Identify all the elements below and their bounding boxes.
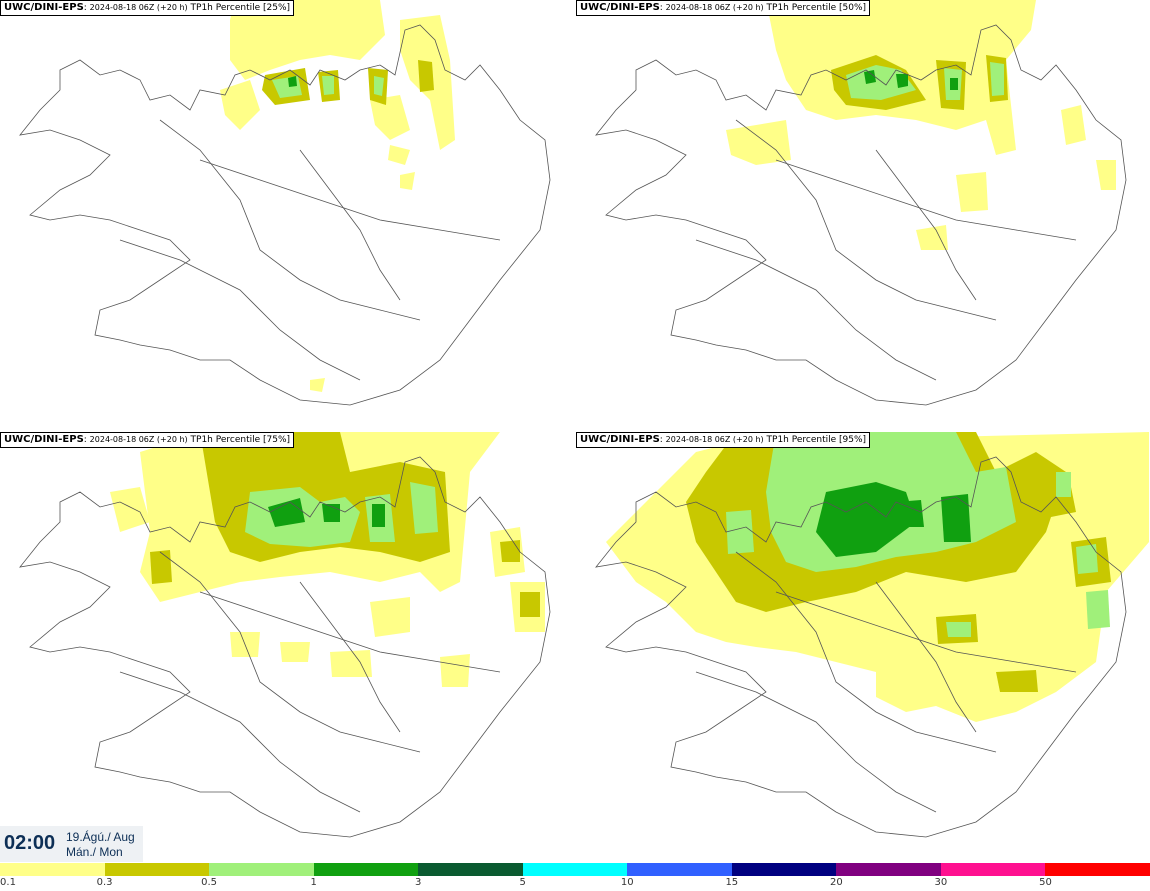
map-panel-50: UWC/DINI-EPS: 2024-08-18 06Z (+20 h) TP1… bbox=[576, 0, 1149, 430]
colorbar-segment bbox=[209, 863, 314, 876]
panel-title: UWC/DINI-EPS: 2024-08-18 06Z (+20 h) TP1… bbox=[0, 432, 295, 448]
colorbar-tick-label: 0.1 bbox=[0, 877, 16, 888]
valid-time-box: 02:00 19.Ágú./ Aug Mán./ Mon bbox=[0, 826, 143, 862]
colorbar-tick-label: 1 bbox=[310, 877, 317, 888]
colorbar-segment bbox=[1045, 863, 1150, 876]
iceland-map bbox=[19, 0, 551, 406]
colorbar-ticks: 0.1 0.3 0.5 1 3 5 10 15 20 30 50 bbox=[0, 877, 1150, 891]
colorbar-segment bbox=[940, 863, 1046, 876]
colorbar-tick-label: 10 bbox=[620, 877, 634, 888]
colorbar-segment bbox=[522, 863, 628, 876]
precip-colorbar bbox=[0, 863, 1150, 876]
map-panel-25: UWC/DINI-EPS: 2024-08-18 06Z (+20 h) TP1… bbox=[0, 0, 573, 430]
map-panel-95: UWC/DINI-EPS: 2024-08-18 06Z (+20 h) TP1… bbox=[576, 432, 1149, 862]
colorbar-segment bbox=[418, 863, 523, 876]
precip-fill bbox=[726, 0, 1116, 250]
valid-time: 02:00 bbox=[4, 832, 56, 854]
coastline bbox=[19, 456, 551, 838]
colorbar-tick-label: 50 bbox=[1039, 877, 1052, 888]
panel-title: UWC/DINI-EPS: 2024-08-18 06Z (+20 h) TP1… bbox=[576, 0, 871, 16]
colorbar-tick-label: 30 bbox=[934, 877, 948, 888]
iceland-map bbox=[595, 432, 1149, 838]
coastline bbox=[19, 24, 551, 406]
valid-date: 19.Ágú./ Aug bbox=[66, 830, 135, 844]
colorbar-tick-label: 5 bbox=[519, 877, 526, 888]
precip-fill bbox=[110, 432, 545, 687]
colorbar-segment bbox=[0, 863, 105, 876]
valid-day: Mán./ Mon bbox=[66, 845, 123, 859]
colorbar-tick-label: 20 bbox=[829, 877, 843, 888]
colorbar-segment bbox=[731, 863, 837, 876]
colorbar-tick-label: 3 bbox=[414, 877, 422, 888]
coastline bbox=[595, 456, 1127, 838]
colorbar-segment bbox=[836, 863, 941, 876]
map-panel-75: UWC/DINI-EPS: 2024-08-18 06Z (+20 h) TP1… bbox=[0, 432, 573, 862]
coastline bbox=[595, 24, 1127, 406]
precip-fill bbox=[606, 432, 1149, 722]
colorbar-tick-label: 0.5 bbox=[201, 877, 218, 888]
iceland-map bbox=[595, 0, 1127, 406]
colorbar-segment bbox=[104, 863, 210, 876]
panel-title: UWC/DINI-EPS: 2024-08-18 06Z (+20 h) TP1… bbox=[576, 432, 871, 448]
iceland-map bbox=[19, 432, 551, 838]
colorbar-tick-label: 0.3 bbox=[96, 877, 113, 888]
colorbar-tick-label: 15 bbox=[725, 877, 739, 888]
colorbar-segment bbox=[627, 863, 732, 876]
panel-title: UWC/DINI-EPS: 2024-08-18 06Z (+20 h) TP1… bbox=[0, 0, 295, 16]
colorbar-segment bbox=[313, 863, 419, 876]
precip-fill bbox=[220, 0, 455, 392]
